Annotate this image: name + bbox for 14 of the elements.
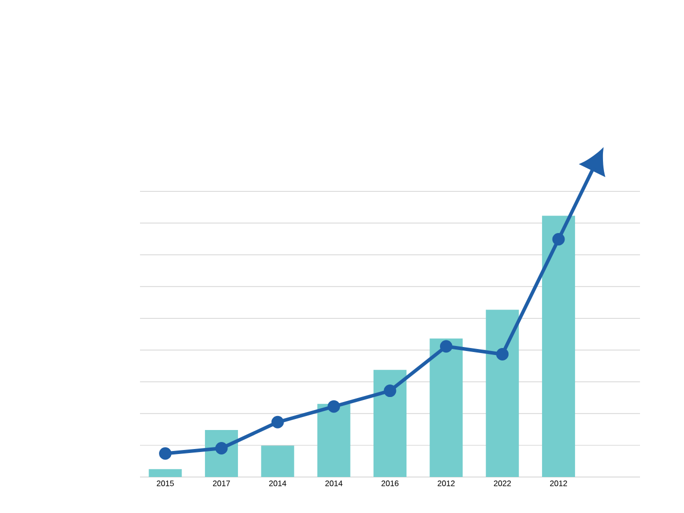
point [328, 400, 340, 413]
point [159, 447, 172, 460]
point [496, 348, 509, 360]
bar [317, 404, 350, 477]
bar [542, 216, 576, 477]
point [552, 233, 565, 246]
bar [261, 446, 294, 477]
point [440, 340, 452, 353]
bar [148, 469, 182, 477]
bar [430, 338, 463, 477]
bar [486, 310, 519, 477]
point [384, 384, 396, 398]
point [271, 416, 284, 428]
bar [374, 370, 407, 477]
